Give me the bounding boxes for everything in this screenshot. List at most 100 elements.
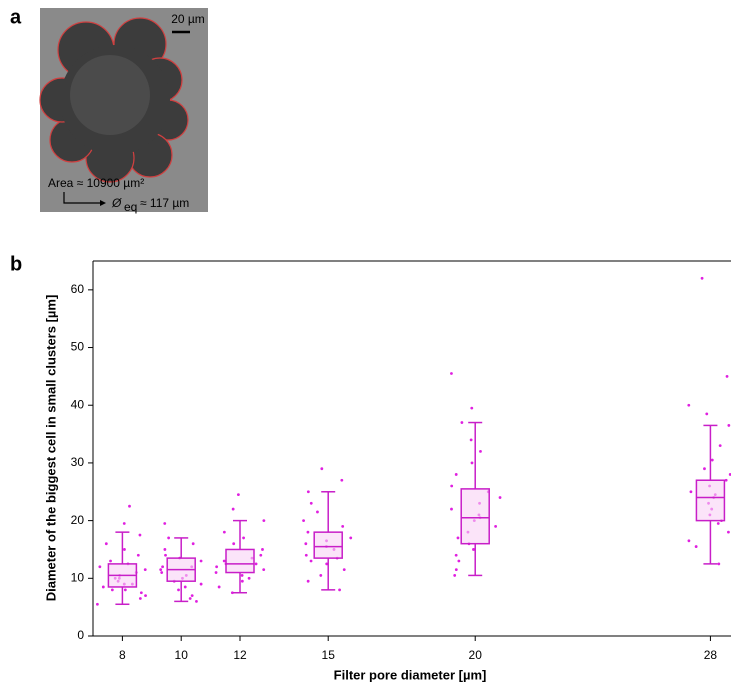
data-point [188, 597, 192, 600]
data-point [457, 559, 461, 563]
data-point [309, 559, 313, 563]
data-point [161, 565, 165, 569]
data-point [262, 519, 266, 523]
y-axis-title: Diameter of the biggest cell in small cl… [43, 295, 58, 602]
data-point [143, 568, 147, 572]
data-point [338, 588, 341, 592]
data-point [259, 553, 263, 557]
data-point [710, 458, 714, 462]
data-point [98, 565, 102, 569]
data-point [123, 548, 126, 551]
data-point [222, 530, 226, 534]
data-point [728, 473, 731, 476]
data-point [96, 602, 99, 606]
x-tick-label: 8 [119, 648, 126, 662]
data-point [214, 571, 218, 574]
data-point [195, 599, 198, 603]
data-point [450, 484, 454, 488]
data-point [340, 478, 344, 482]
y-tick-label: 0 [77, 628, 84, 642]
y-tick-label: 10 [71, 570, 85, 584]
data-point [122, 522, 126, 525]
y-tick-label: 60 [71, 282, 85, 296]
data-point [454, 553, 458, 557]
box [225, 548, 255, 574]
data-point [479, 449, 482, 453]
data-point [199, 559, 203, 563]
data-point [342, 568, 346, 572]
y-tick-label: 50 [71, 340, 85, 354]
data-point [453, 574, 457, 577]
data-point [177, 588, 180, 592]
data-point [454, 473, 458, 476]
data-point [349, 536, 353, 540]
x-tick-label: 20 [469, 648, 483, 662]
data-point [138, 597, 142, 600]
data-point [319, 574, 323, 577]
data-point [247, 576, 251, 580]
data-point [304, 542, 308, 546]
data-point [128, 504, 131, 508]
data-point [727, 424, 731, 427]
data-point [460, 421, 464, 424]
data-point [138, 533, 142, 537]
data-point [262, 568, 266, 572]
x-tick-label: 15 [322, 648, 336, 662]
diameter-subscript: eq [124, 200, 137, 214]
data-point [717, 562, 721, 566]
data-point [236, 493, 240, 497]
data-point [472, 548, 475, 551]
data-point [240, 579, 244, 583]
data-point [240, 574, 244, 577]
panel-label: a [10, 6, 22, 28]
data-point [306, 530, 310, 534]
data-point [304, 553, 308, 557]
data-point [725, 374, 729, 378]
data-point [302, 519, 305, 523]
data-point [716, 522, 720, 525]
data-point [341, 524, 345, 528]
data-point [191, 542, 195, 546]
data-point [469, 438, 473, 442]
data-point [316, 510, 319, 514]
scale-bar-label: 20 µm [171, 12, 205, 26]
data-point [242, 536, 245, 540]
data-point [306, 490, 310, 494]
data-point [724, 478, 728, 482]
data-point [136, 553, 140, 557]
panel-label: b [10, 253, 22, 275]
data-point [254, 562, 258, 566]
x-tick-label: 10 [175, 648, 189, 662]
data-point [454, 568, 458, 572]
diameter-symbol: Ø [111, 196, 122, 210]
y-tick-label: 20 [71, 513, 85, 527]
box [460, 488, 490, 545]
box [695, 479, 726, 522]
data-point [703, 467, 706, 471]
data-point [232, 542, 236, 546]
data-point [309, 501, 313, 505]
x-axis-title: Filter pore diameter [µm] [334, 667, 487, 682]
data-point [199, 582, 203, 586]
data-point [470, 406, 474, 410]
data-point [494, 524, 498, 528]
y-tick-label: 30 [71, 455, 85, 469]
box [313, 531, 343, 559]
data-point [101, 585, 105, 589]
micrograph [39, 8, 208, 212]
data-point [217, 585, 221, 589]
data-point [231, 507, 235, 511]
data-point [183, 585, 187, 589]
data-point [222, 559, 226, 563]
data-point [450, 507, 453, 511]
data-point [123, 588, 127, 592]
data-point [694, 545, 698, 548]
data-point [320, 467, 324, 471]
data-point [261, 548, 264, 551]
data-point [139, 591, 143, 595]
area-label: Area ≈ 10900 µm² [48, 176, 144, 190]
x-tick-label: 28 [704, 648, 718, 662]
data-point [215, 565, 219, 569]
data-point [109, 559, 112, 563]
